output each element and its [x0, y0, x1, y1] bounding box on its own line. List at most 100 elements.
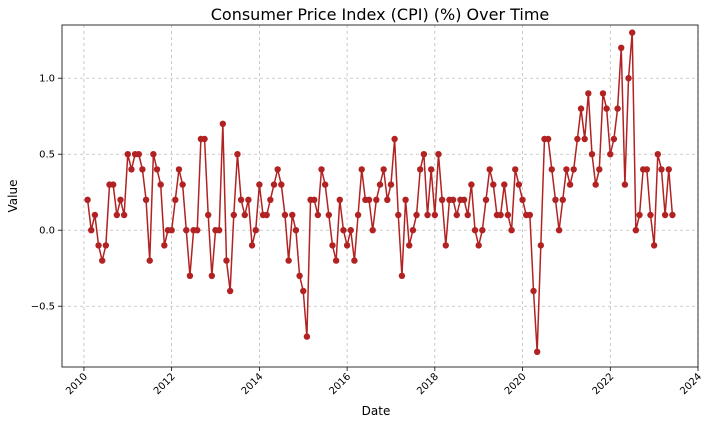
data-point	[267, 196, 274, 203]
data-point	[563, 166, 570, 173]
data-point	[351, 257, 358, 264]
data-point	[614, 105, 621, 112]
data-point	[424, 211, 431, 219]
data-point	[449, 196, 457, 203]
data-point	[647, 211, 654, 219]
data-point	[340, 227, 347, 234]
data-point	[354, 211, 362, 219]
data-point	[215, 227, 223, 234]
data-point	[658, 166, 665, 173]
data-point	[621, 181, 629, 188]
data-point	[650, 242, 658, 249]
data-point	[205, 211, 212, 219]
data-point	[570, 166, 577, 173]
data-point	[296, 272, 303, 279]
data-point	[248, 242, 256, 249]
data-point	[427, 166, 435, 173]
data-point	[519, 196, 526, 203]
data-point	[303, 333, 311, 340]
data-point	[358, 166, 365, 173]
data-point	[219, 120, 227, 128]
data-point	[168, 227, 175, 234]
data-point	[603, 105, 610, 112]
data-point	[453, 211, 460, 219]
data-point	[417, 166, 424, 173]
data-point	[281, 211, 289, 219]
data-point	[625, 75, 632, 82]
data-point	[245, 196, 252, 203]
data-point	[395, 211, 402, 219]
data-point	[234, 151, 241, 158]
data-point	[577, 105, 585, 112]
data-point	[311, 196, 318, 203]
y-tick-label: −0.5	[31, 302, 55, 313]
data-point	[128, 166, 135, 173]
data-point	[223, 257, 230, 264]
data-point	[274, 166, 281, 173]
y-axis-label: Value	[6, 180, 20, 213]
data-point	[537, 242, 545, 249]
data-point	[420, 151, 428, 158]
series-layer	[84, 29, 676, 355]
data-point	[581, 135, 588, 143]
data-point	[431, 211, 439, 219]
data-point	[172, 196, 179, 203]
data-point	[402, 196, 409, 203]
data-point	[406, 242, 413, 249]
data-point	[592, 181, 599, 188]
data-point	[479, 227, 486, 234]
data-point	[325, 211, 333, 219]
data-point	[665, 166, 672, 173]
plot-frame	[61, 24, 699, 368]
data-point	[618, 44, 625, 51]
data-point	[179, 181, 186, 188]
data-point	[464, 211, 471, 219]
data-point	[109, 181, 117, 188]
data-point	[398, 272, 406, 279]
data-point	[91, 211, 99, 219]
data-point	[526, 211, 534, 219]
data-point	[175, 166, 183, 173]
data-point	[336, 196, 343, 203]
data-point	[610, 135, 618, 143]
data-point	[636, 211, 643, 219]
data-point	[475, 242, 482, 249]
data-point	[632, 227, 640, 234]
data-point	[504, 211, 512, 219]
data-point	[289, 211, 296, 219]
data-point	[596, 166, 603, 173]
data-point	[84, 196, 91, 203]
data-point	[124, 151, 131, 158]
data-point	[391, 135, 398, 143]
data-point	[585, 90, 592, 97]
data-point	[471, 227, 479, 234]
data-point	[380, 166, 387, 173]
data-point	[559, 196, 566, 203]
data-point	[230, 211, 237, 219]
data-point	[318, 166, 325, 173]
data-point	[468, 181, 475, 188]
data-point	[566, 181, 574, 188]
data-point	[442, 242, 449, 249]
data-point	[343, 242, 351, 249]
data-point	[643, 166, 651, 173]
data-point	[329, 242, 336, 249]
data-point	[270, 181, 278, 188]
data-point	[661, 211, 669, 219]
data-point	[150, 151, 157, 158]
data-point	[669, 211, 676, 219]
data-point	[552, 196, 559, 203]
y-tick-label: 0.5	[39, 150, 55, 161]
data-point	[208, 272, 216, 279]
data-point	[387, 181, 395, 188]
data-point	[226, 287, 234, 295]
data-point	[376, 181, 384, 188]
data-point	[490, 181, 497, 188]
data-point	[186, 272, 194, 279]
data-point	[482, 196, 490, 203]
data-point	[161, 242, 168, 249]
y-tick-label: 0.0	[39, 226, 55, 237]
data-point	[629, 29, 636, 36]
